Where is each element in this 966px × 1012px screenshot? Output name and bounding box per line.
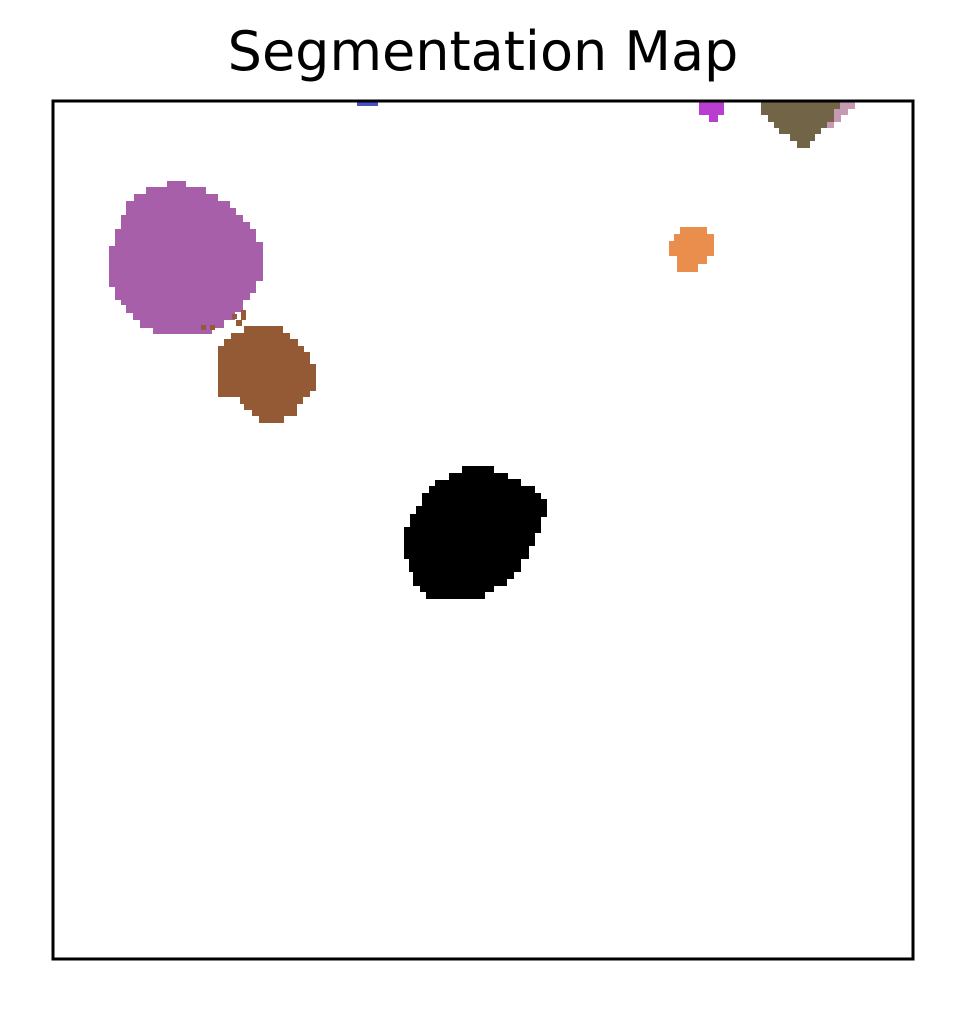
olive-region bbox=[761, 101, 840, 148]
plot-frame-border bbox=[51, 99, 915, 961]
brown-speck bbox=[236, 320, 242, 326]
pink-region bbox=[827, 101, 855, 128]
orange-region bbox=[669, 227, 714, 272]
black-region bbox=[404, 466, 547, 599]
blue-region bbox=[357, 101, 378, 106]
brown-speck bbox=[201, 325, 206, 330]
purple-region bbox=[109, 181, 263, 334]
segments-layer bbox=[109, 101, 855, 599]
magenta-region bbox=[699, 101, 724, 122]
brown-region bbox=[218, 326, 316, 423]
brown-speck bbox=[210, 325, 215, 330]
figure-title: Segmentation Map bbox=[227, 20, 739, 83]
brown-speck bbox=[241, 310, 246, 320]
brown-speck bbox=[232, 314, 237, 319]
brown-speck bbox=[226, 357, 231, 362]
